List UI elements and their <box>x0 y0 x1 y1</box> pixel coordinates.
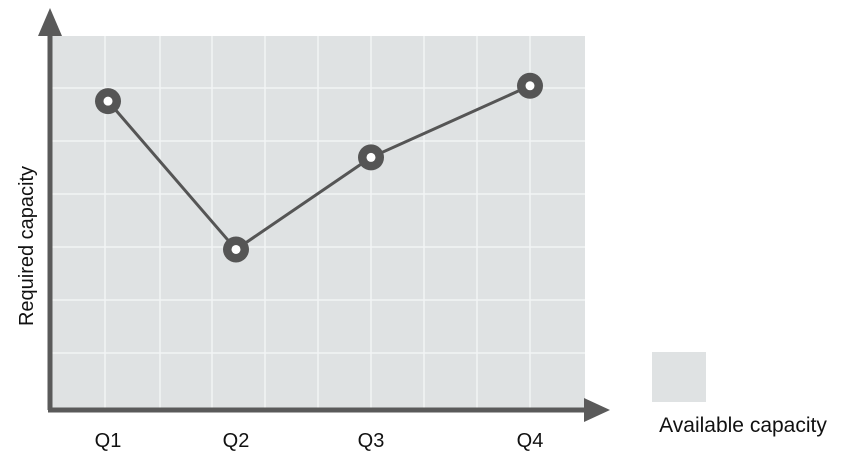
x-tick-label: Q2 <box>223 430 250 452</box>
x-tick-labels: Q1 Q2 Q3 Q4 <box>95 430 544 452</box>
data-point-marker-center <box>525 81 535 91</box>
data-point-marker-center <box>231 244 241 254</box>
data-point-marker-center <box>103 96 113 106</box>
x-axis-arrow-icon <box>584 398 610 422</box>
legend-swatch <box>652 352 706 402</box>
x-tick-label: Q4 <box>517 430 544 452</box>
data-lines <box>106 84 531 251</box>
legend: Available capacity <box>652 352 827 437</box>
x-tick-label: Q3 <box>358 430 385 452</box>
y-axis-title: Required capacity <box>16 166 38 326</box>
x-tick-label: Q1 <box>95 430 122 452</box>
y-axis-arrow-icon <box>38 8 62 36</box>
axes <box>38 8 610 422</box>
series-line <box>106 84 531 251</box>
data-markers <box>95 72 543 263</box>
legend-label: Available capacity <box>659 414 827 437</box>
data-point-marker-center <box>366 152 376 162</box>
